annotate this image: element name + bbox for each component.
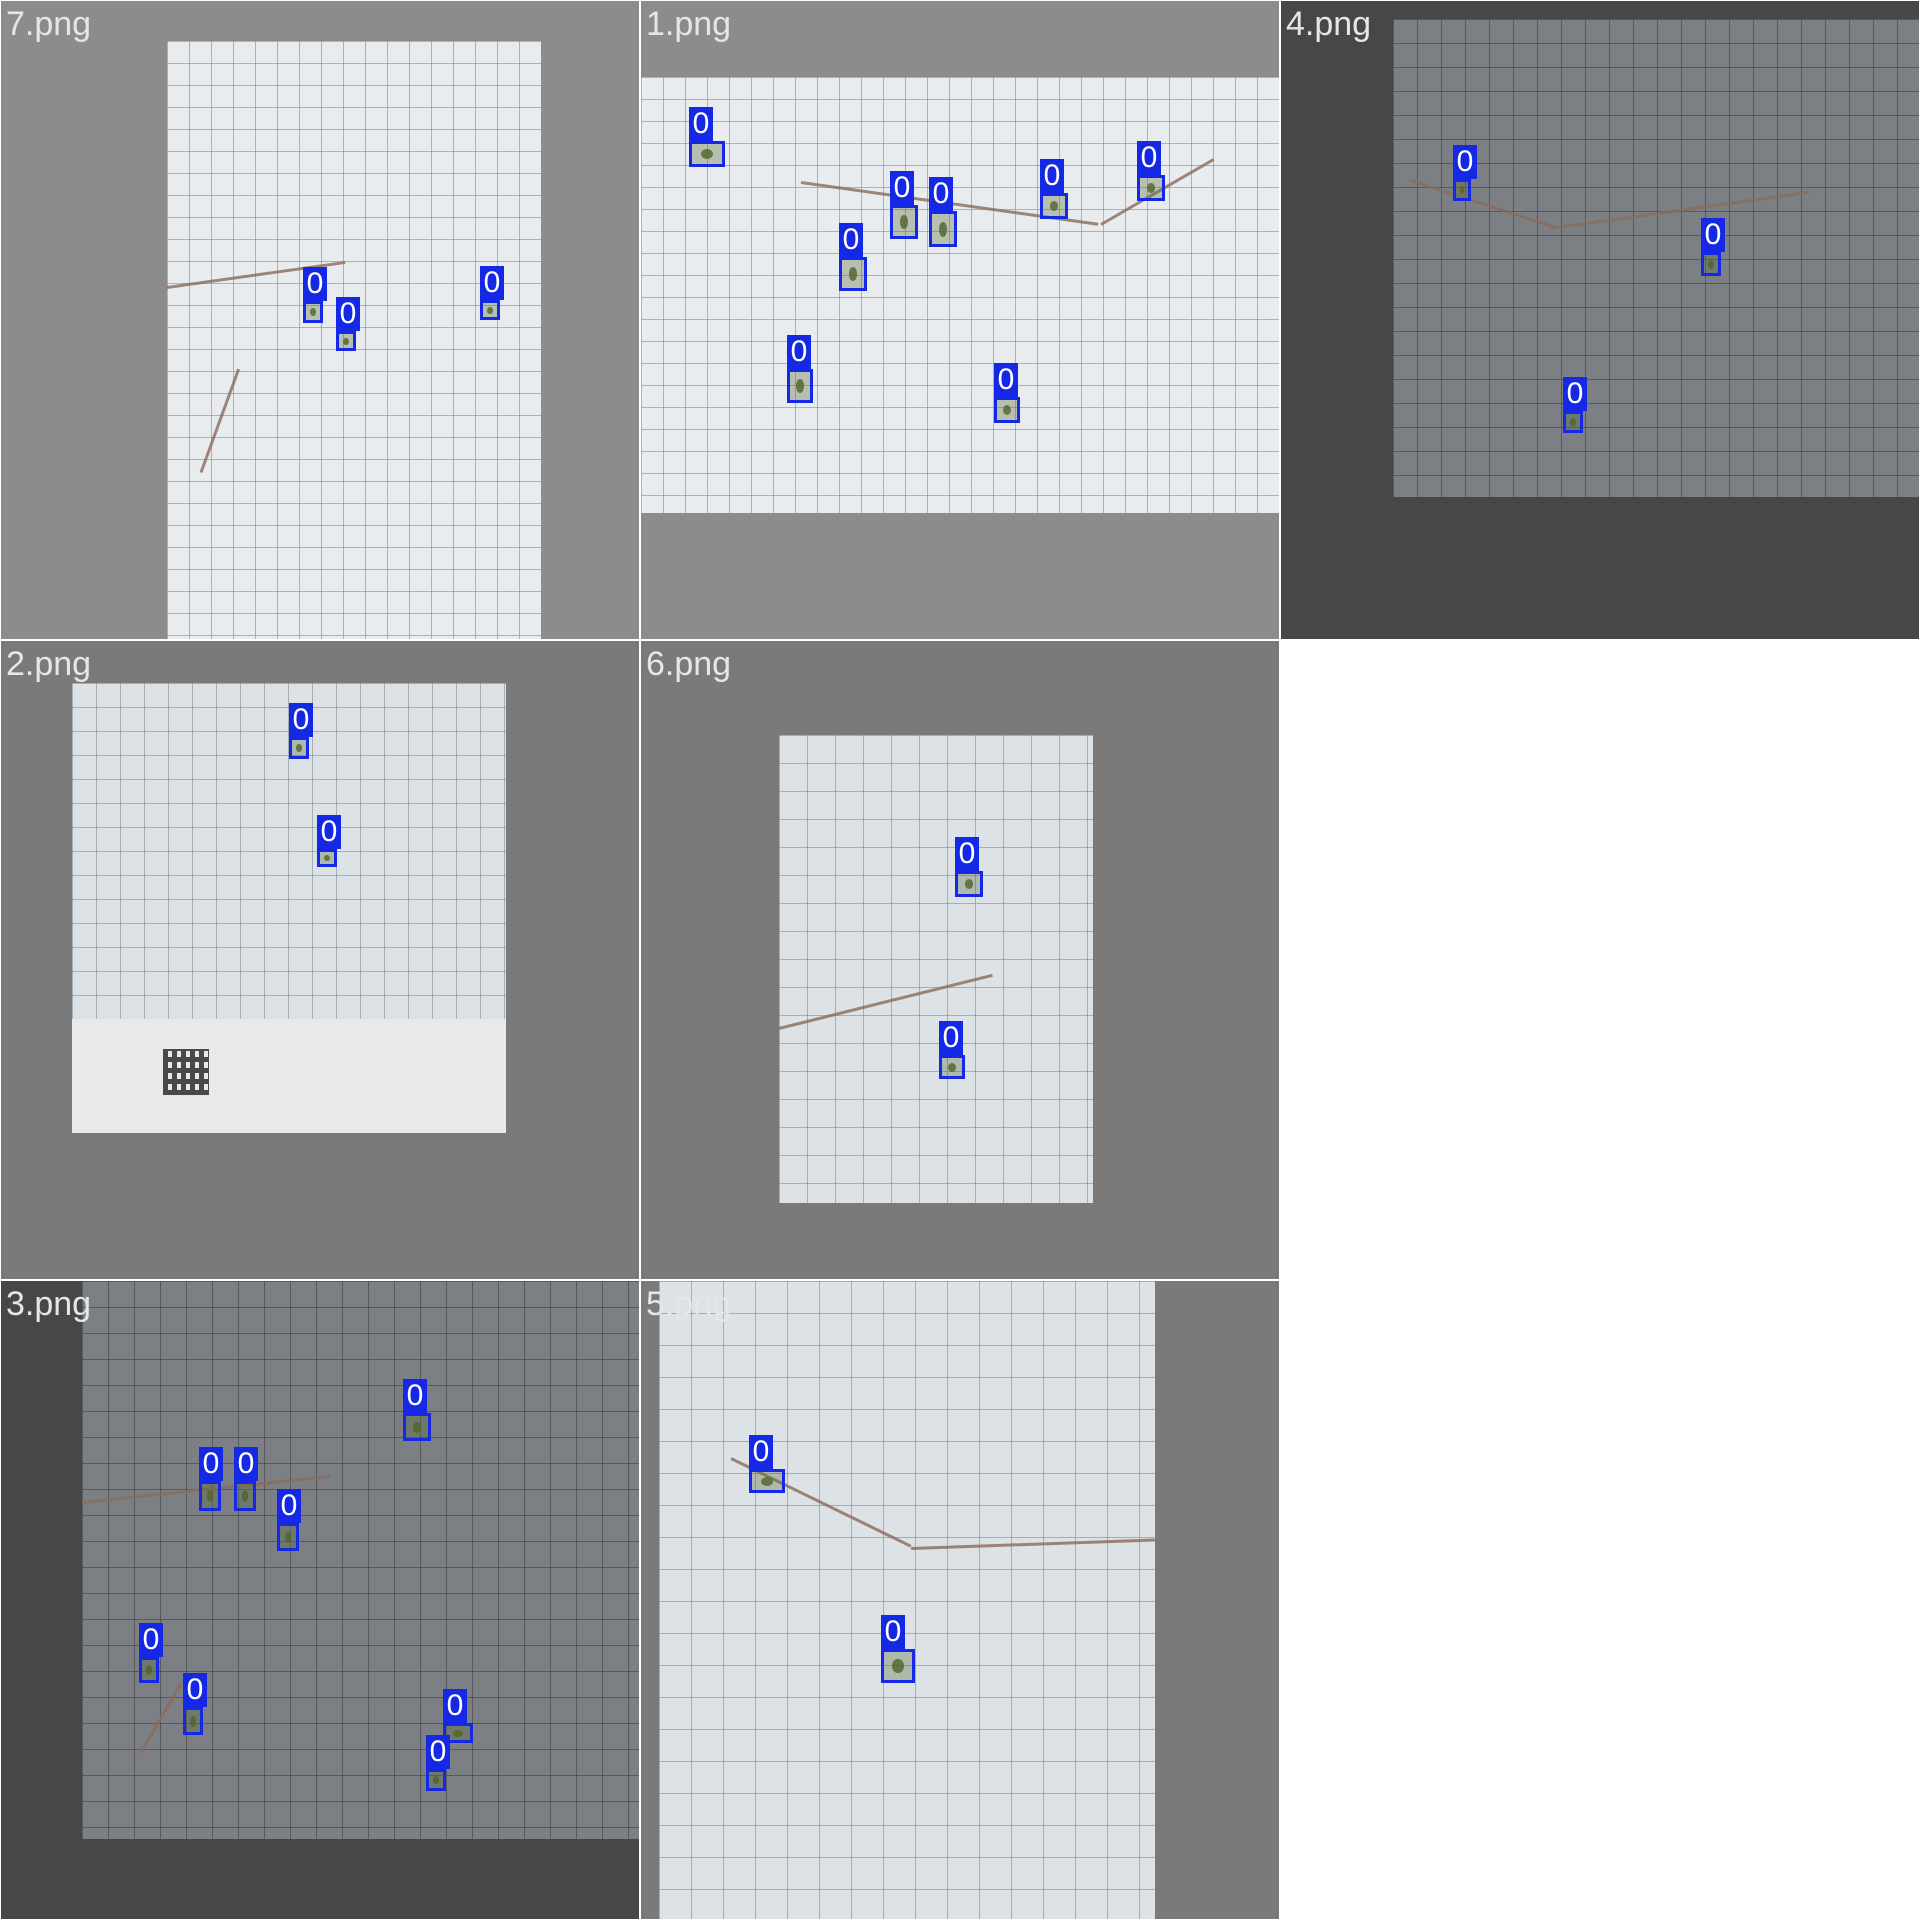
class-label: 0: [443, 1689, 467, 1723]
class-label: 0: [881, 1615, 905, 1649]
class-label: 0: [787, 335, 811, 369]
tile-label: 5.png: [646, 1285, 732, 1323]
class-label: 0: [839, 223, 863, 257]
class-label: 0: [403, 1379, 427, 1413]
bounding-box: [955, 871, 983, 897]
class-label: 0: [955, 837, 979, 871]
printed-label-strip: [72, 1019, 506, 1133]
bounding-box: [839, 257, 867, 291]
tile-3-png: 0 0 0 0 0 0 0 0 3.png: [1, 1281, 639, 1919]
class-label: 0: [749, 1435, 773, 1469]
bounding-box: [1701, 252, 1721, 276]
bounding-box: [881, 1649, 915, 1683]
tile-label: 1.png: [646, 5, 732, 43]
bounding-box: [139, 1657, 159, 1683]
tile-7-png: 0 0 0 7.png: [1, 1, 639, 639]
class-label: 0: [289, 703, 313, 737]
bounding-box: [1040, 193, 1068, 219]
bounding-box: [199, 1481, 221, 1511]
bounding-box: [277, 1523, 299, 1551]
bounding-box: [749, 1469, 785, 1493]
photo-grid-paper: [641, 77, 1279, 513]
tile-label: 4.png: [1286, 5, 1372, 43]
bounding-box: [994, 397, 1020, 423]
class-label: 0: [303, 267, 327, 301]
bounding-box: [403, 1413, 431, 1441]
class-label: 0: [1040, 159, 1064, 193]
class-label: 0: [929, 177, 953, 211]
bounding-box: [234, 1481, 256, 1511]
class-label: 0: [336, 297, 360, 331]
bounding-box: [929, 211, 957, 247]
class-label: 0: [1701, 218, 1725, 252]
class-label: 0: [426, 1735, 450, 1769]
class-label: 0: [234, 1447, 258, 1481]
class-label: 0: [939, 1021, 963, 1055]
class-label: 0: [1563, 377, 1587, 411]
bounding-box: [1453, 179, 1471, 201]
class-label: 0: [890, 171, 914, 205]
tile-6-png: 0 0 6.png: [641, 641, 1279, 1279]
bounding-box: [303, 301, 323, 323]
bounding-box: [1563, 411, 1583, 433]
class-label: 0: [139, 1623, 163, 1657]
class-label: 0: [317, 815, 341, 849]
class-label: 0: [183, 1673, 207, 1707]
bounding-box: [317, 849, 337, 867]
tile-1-png: 0 0 0 0 0 0 0 0 1.png: [641, 1, 1279, 639]
class-label: 0: [277, 1489, 301, 1523]
bounding-box: [289, 737, 309, 759]
class-label: 0: [480, 266, 504, 300]
class-label: 0: [1453, 145, 1477, 179]
bounding-box: [890, 205, 918, 239]
bounding-box: [443, 1723, 473, 1743]
tile-label: 2.png: [6, 645, 92, 683]
class-label: 0: [1137, 141, 1161, 175]
class-label: 0: [199, 1447, 223, 1481]
class-label: 0: [689, 107, 713, 141]
photo-grid-paper: [659, 1281, 1155, 1919]
bounding-box: [426, 1769, 446, 1791]
bounding-box: [480, 300, 500, 320]
qr-code-image: [163, 1049, 209, 1095]
tile-label: 6.png: [646, 645, 732, 683]
tile-label: 7.png: [6, 5, 92, 43]
bounding-box: [1137, 175, 1165, 201]
tile-label: 3.png: [6, 1285, 92, 1323]
bounding-box: [336, 331, 356, 351]
bounding-box: [183, 1707, 203, 1735]
tile-4-png: 0 0 0 4.png: [1281, 1, 1919, 639]
bounding-box: [787, 369, 813, 403]
class-label: 0: [994, 363, 1018, 397]
tile-5-png: 0 0 5.png: [641, 1281, 1279, 1919]
bounding-box: [939, 1055, 965, 1079]
photo-grid-paper: [1393, 19, 1919, 497]
photo-grid-paper: [82, 1281, 639, 1839]
photo-grid-paper: [779, 735, 1093, 1203]
tile-2-png: 0 0 2.png: [1, 641, 639, 1279]
bounding-box: [689, 141, 725, 167]
